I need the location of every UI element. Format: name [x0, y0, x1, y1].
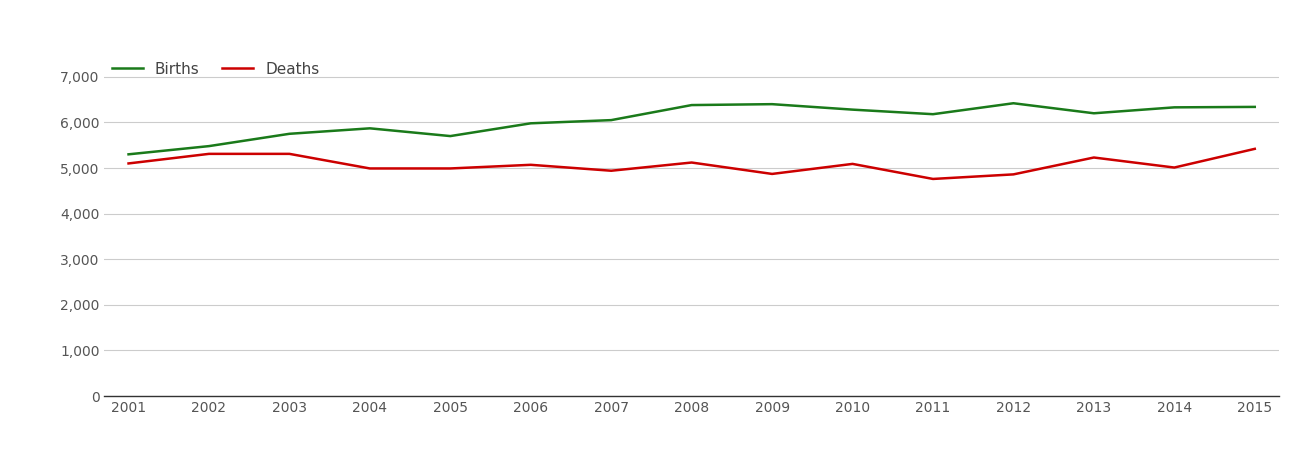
Legend: Births, Deaths: Births, Deaths	[112, 62, 320, 76]
Deaths	[684, 160, 699, 165]
Births	[201, 144, 217, 149]
Deaths	[603, 168, 619, 173]
Births	[603, 117, 619, 123]
Births	[282, 131, 298, 136]
Births	[361, 126, 377, 131]
Deaths	[925, 176, 941, 182]
Deaths	[282, 151, 298, 157]
Births	[1167, 105, 1182, 110]
Births	[844, 107, 860, 112]
Births	[442, 133, 458, 139]
Line: Births: Births	[128, 103, 1255, 154]
Deaths	[442, 166, 458, 171]
Births	[684, 102, 699, 108]
Deaths	[1086, 155, 1101, 160]
Deaths	[120, 161, 136, 166]
Births	[120, 152, 136, 157]
Births	[1086, 111, 1101, 116]
Births	[1006, 100, 1022, 106]
Deaths	[1006, 172, 1022, 177]
Births	[925, 112, 941, 117]
Births	[765, 101, 780, 107]
Line: Deaths: Deaths	[128, 149, 1255, 179]
Deaths	[844, 161, 860, 166]
Deaths	[1248, 146, 1263, 152]
Deaths	[1167, 165, 1182, 170]
Births	[1248, 104, 1263, 110]
Deaths	[201, 151, 217, 157]
Deaths	[765, 171, 780, 177]
Deaths	[523, 162, 539, 167]
Births	[523, 121, 539, 126]
Deaths	[361, 166, 377, 171]
